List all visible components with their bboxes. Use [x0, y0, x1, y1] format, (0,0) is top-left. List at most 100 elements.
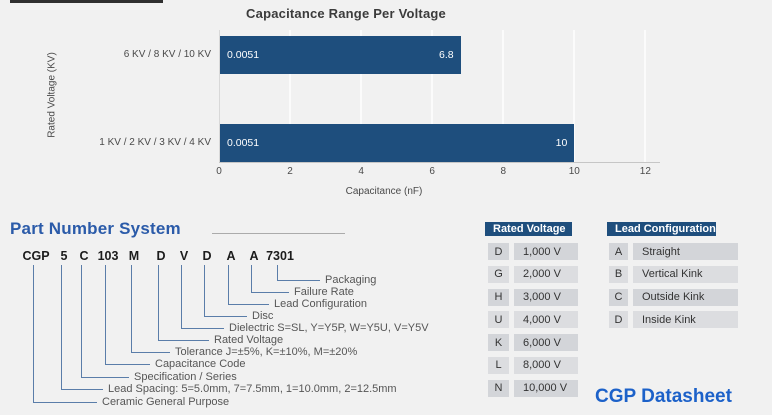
chart-gridline [289, 30, 292, 162]
chart-x-tick-label: 10 [568, 166, 580, 177]
part-number-code: A [226, 249, 236, 263]
bar-min-value-label: 0.0051 [227, 49, 260, 61]
table-cell-code: N [488, 379, 509, 397]
table-cell-value: 2,000 V [514, 265, 578, 283]
chart-y-axis-line [219, 30, 220, 162]
chart-x-tick-label: 12 [639, 166, 651, 177]
table-cell-code: C [609, 288, 628, 306]
table-cell-code: D [609, 311, 628, 329]
table-cell-value: 3,000 V [514, 288, 578, 306]
chart-x-axis-title: Capacitance (nF) [345, 186, 423, 197]
part-number-field-label: Lead Configuration [274, 298, 367, 310]
part-number-field-label: Capacitance Code [155, 358, 246, 370]
heading-rule [212, 233, 345, 234]
lead-configuration-table: Lead Configuration A Straight B Vertical Ki… [607, 222, 738, 332]
part-number-connector-line [81, 265, 129, 378]
part-number-connector-line [277, 265, 320, 281]
chart-x-tick-label: 0 [216, 166, 222, 177]
table-cell-code: L [488, 356, 509, 374]
chart-bar: 0.0051 10 [219, 124, 575, 162]
chart-category-label: 6 KV / 8 KV / 10 KV [123, 49, 211, 60]
part-number-code: 5 [60, 249, 68, 263]
chart-x-axis-line [219, 162, 660, 163]
chart-y-axis-title: Rated Voltage (KV) [46, 52, 58, 138]
table-cell-code: G [488, 265, 509, 283]
part-number-field-label: Packaging [325, 274, 377, 286]
part-number-field-label: Failure Rate [294, 286, 354, 298]
part-number-connector-line [61, 265, 103, 390]
part-number-field-label: Lead Spacing: 5=5.0mm, 7=7.5mm, 1=10.0mm… [108, 383, 397, 395]
chart-gridline [431, 30, 434, 162]
table-cell-value: Straight [633, 243, 738, 260]
part-number-field-label: Tolerance J=±5%, K=±10%, M=±20% [175, 346, 358, 358]
table-cell-value: 6,000 V [514, 334, 578, 352]
cgp-datasheet-link[interactable]: CGP Datasheet [595, 386, 732, 407]
part-number-connector-line [181, 265, 224, 329]
chart-x-tick-label: 2 [287, 166, 293, 177]
chart-bar: 0.0051 6.8 [219, 36, 461, 74]
table-cell-code: D [488, 243, 509, 260]
part-number-field-label: Disc [252, 310, 274, 322]
lead-configuration-table-header: Lead Configuration [607, 222, 716, 236]
part-number-code: D [202, 249, 212, 263]
part-number-code: A [249, 249, 259, 263]
table-cell-value: 10,000 V [514, 379, 578, 397]
table-cell-code: K [488, 334, 509, 352]
table-cell-value: 1,000 V [514, 243, 578, 260]
table-row: N 10,000 V [485, 379, 578, 397]
part-number-system-heading: Part Number System [10, 219, 181, 238]
part-number-connector-line [33, 265, 97, 403]
part-number-connector-line [204, 265, 247, 317]
table-row: D Inside Kink [607, 311, 738, 329]
table-cell-value: 4,000 V [514, 311, 578, 329]
part-number-code: C [79, 249, 89, 263]
part-number-code: D [156, 249, 166, 263]
table-row: U 4,000 V [485, 311, 578, 329]
table-cell-value: Inside Kink [633, 311, 738, 329]
table-row: C Outside Kink [607, 288, 738, 306]
chart-category-label: 1 KV / 2 KV / 3 KV / 4 KV [99, 137, 211, 148]
chart-title: Capacitance Range Per Voltage [246, 6, 446, 21]
part-number-connector-line [105, 265, 150, 365]
bar-min-value-label: 0.0051 [227, 137, 260, 149]
part-number-code: 103 [97, 249, 119, 263]
table-cell-code: U [488, 311, 509, 329]
table-cell-code: A [609, 243, 628, 260]
bar-max-value-label: 6.8 [438, 49, 454, 61]
table-cell-code: H [488, 288, 509, 306]
chart-x-tick-label: 8 [500, 166, 507, 177]
part-number-field-label: Ceramic General Purpose [102, 396, 230, 408]
table-row: G 2,000 V [485, 265, 578, 283]
part-number-field-label: Dielectric S=SL, Y=Y5P, W=Y5U, V=Y5V [229, 322, 429, 334]
top-edge-strip [10, 0, 163, 3]
part-number-code: V [179, 249, 189, 263]
chart-x-tick-label: 4 [358, 166, 364, 177]
table-row: K 6,000 V [485, 334, 578, 352]
part-number-connector-line [131, 265, 170, 353]
chart-x-tick-label: 6 [429, 166, 435, 177]
part-number-code: M [128, 249, 140, 263]
table-row: H 3,000 V [485, 288, 578, 306]
chart-gridline [573, 30, 576, 162]
part-number-connector-line [158, 265, 209, 341]
part-number-code: CGP [22, 249, 50, 263]
table-cell-value: 8,000 V [514, 356, 578, 374]
part-number-code: 7301 [266, 249, 294, 263]
part-number-field-label: Rated Voltage [214, 334, 284, 346]
chart-gridline [644, 30, 647, 162]
table-cell-code: B [609, 265, 628, 283]
chart-gridline [360, 30, 363, 162]
table-row: D 1,000 V [485, 243, 578, 260]
part-number-field-label: Specification / Series [134, 371, 237, 383]
rated-voltage-table-header: Rated Voltage [485, 222, 572, 236]
table-row: B Vertical Kink [607, 265, 738, 283]
part-number-connector-line [228, 265, 269, 305]
bar-max-value-label: 10 [555, 137, 568, 149]
table-cell-value: Vertical Kink [633, 265, 738, 283]
chart-gridline [502, 30, 505, 162]
table-cell-value: Outside Kink [633, 288, 738, 306]
table-row: A Straight [607, 243, 738, 260]
table-row: L 8,000 V [485, 356, 578, 374]
